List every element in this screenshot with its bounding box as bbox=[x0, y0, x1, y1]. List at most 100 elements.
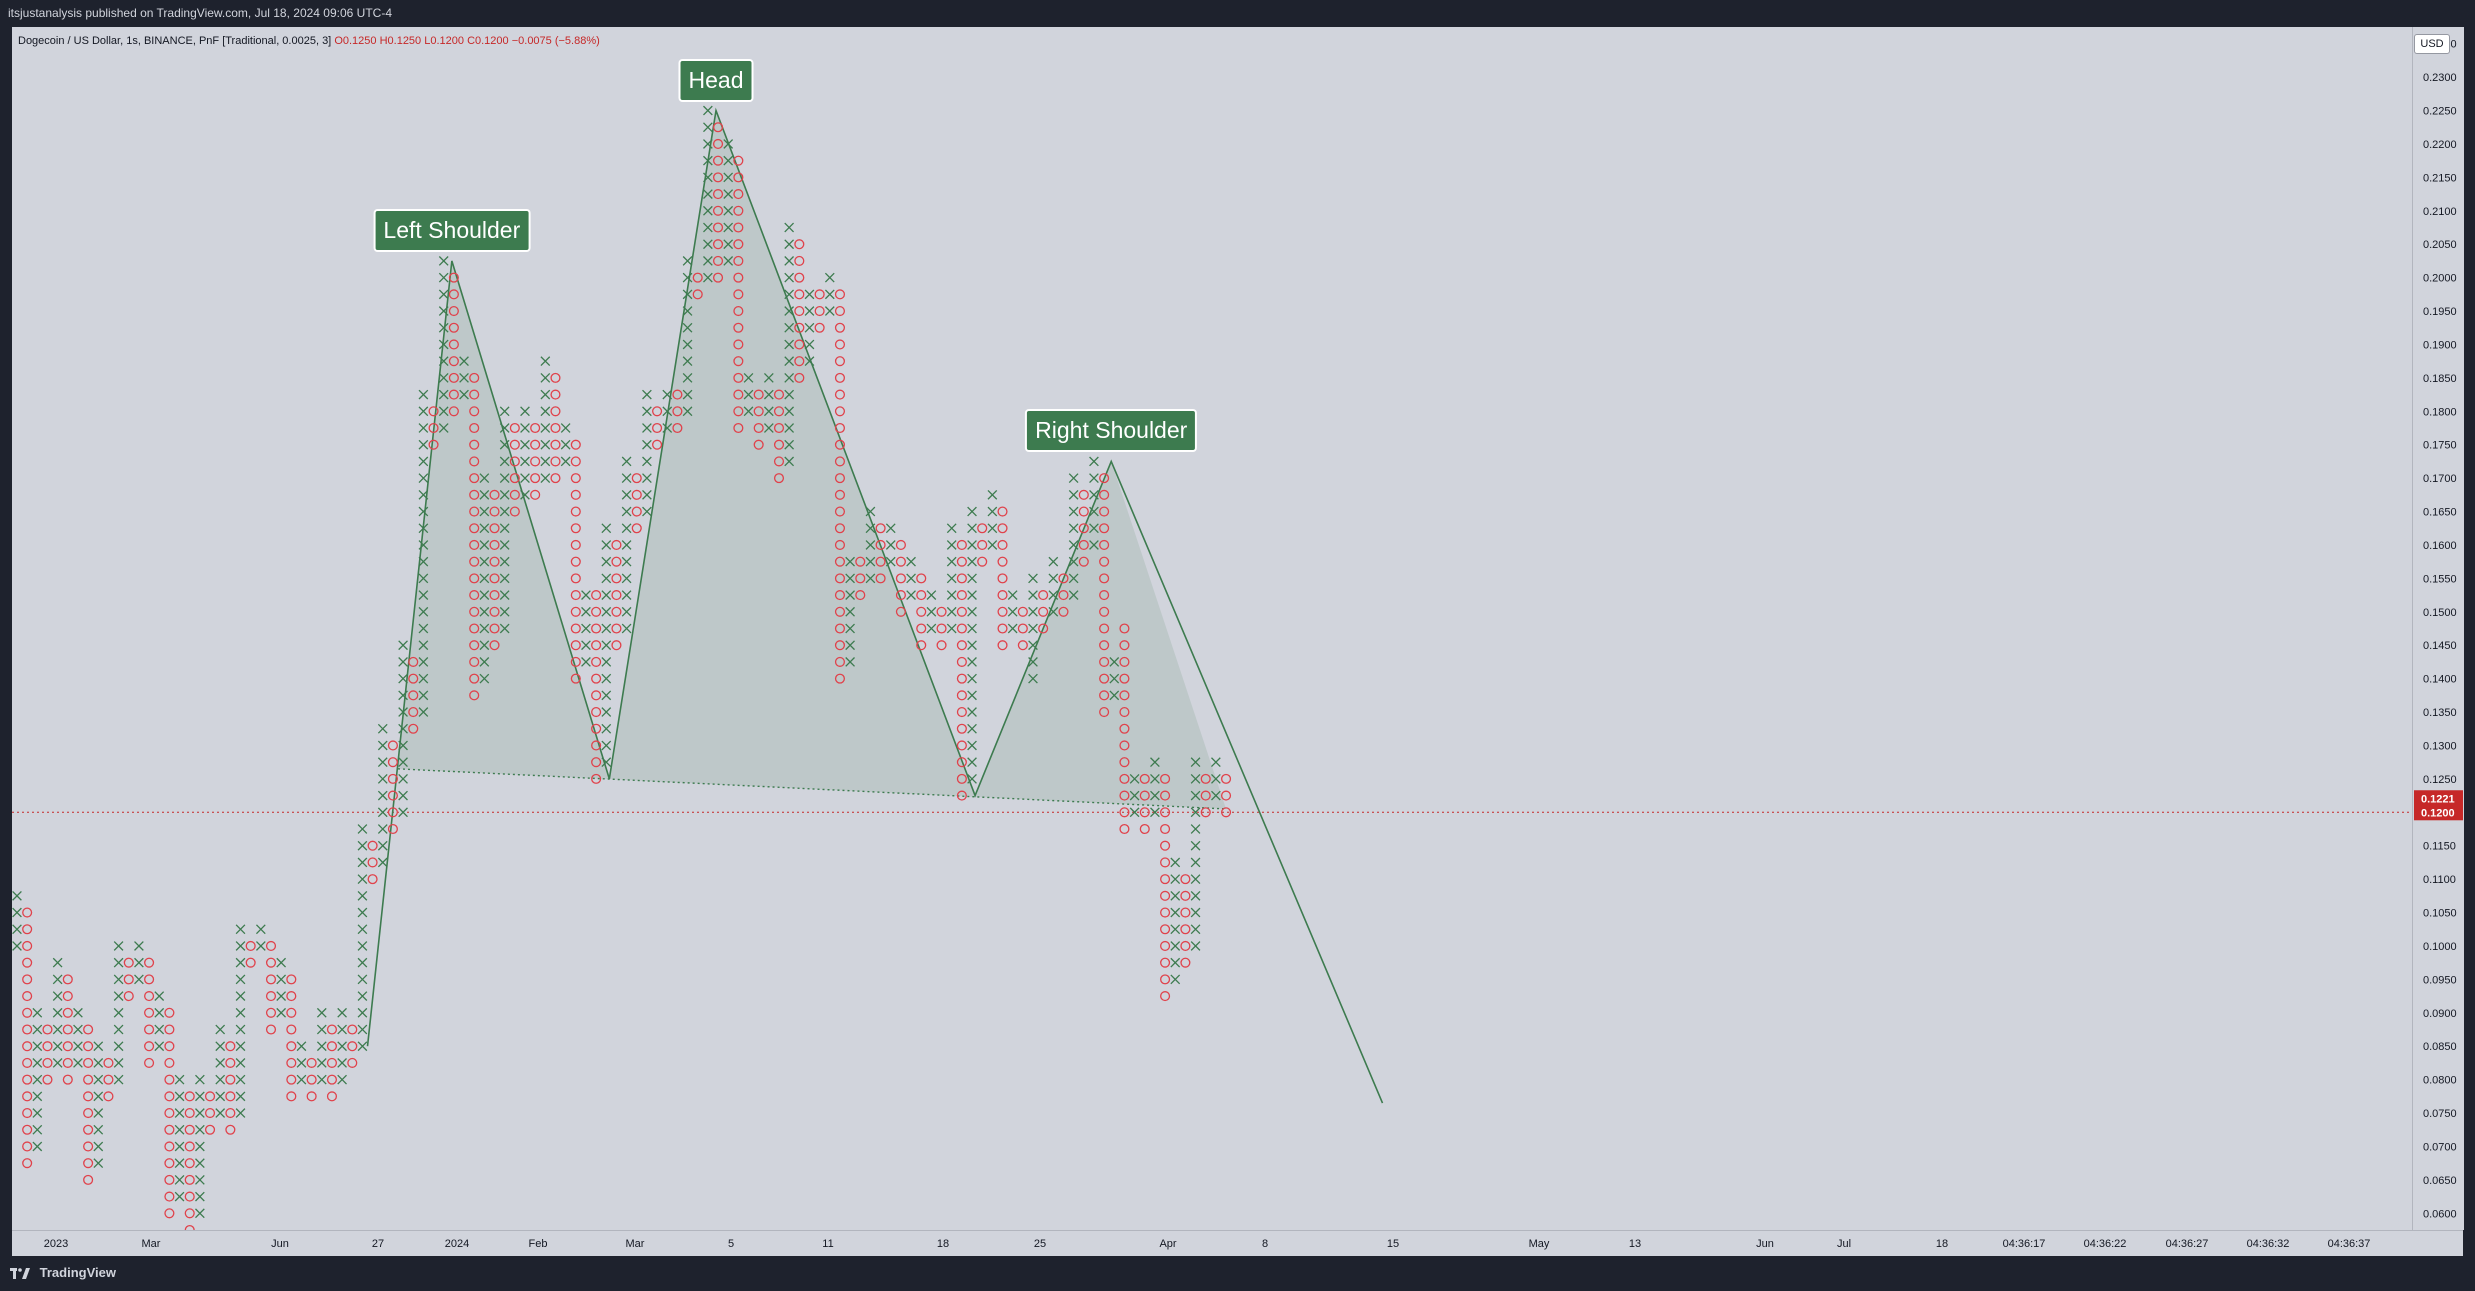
o-box bbox=[144, 1041, 155, 1052]
x-box bbox=[1190, 757, 1201, 768]
o-box bbox=[652, 406, 663, 417]
o-column bbox=[347, 1024, 358, 1068]
x-box bbox=[479, 489, 490, 500]
x-box bbox=[1211, 774, 1221, 784]
x-box bbox=[784, 239, 795, 250]
o-box bbox=[448, 356, 459, 367]
x-column bbox=[703, 105, 713, 283]
o-box bbox=[834, 372, 846, 383]
x-column bbox=[32, 1007, 43, 1152]
o-box bbox=[62, 974, 73, 985]
o-box bbox=[591, 740, 602, 751]
x-box bbox=[784, 389, 795, 400]
x-box bbox=[215, 1108, 226, 1118]
o-box bbox=[83, 1057, 94, 1068]
o-box bbox=[347, 1024, 358, 1035]
x-box bbox=[1048, 590, 1059, 600]
o-box bbox=[733, 356, 744, 367]
o-box bbox=[834, 356, 846, 367]
o-box bbox=[1160, 790, 1171, 801]
x-box bbox=[906, 590, 916, 600]
time-tick-label: Mar bbox=[142, 1238, 161, 1250]
x-box bbox=[418, 707, 429, 717]
o-box bbox=[1180, 940, 1191, 952]
x-box bbox=[1170, 941, 1181, 951]
o-box bbox=[509, 473, 520, 484]
x-box bbox=[499, 473, 510, 483]
o-box bbox=[530, 489, 541, 500]
o-column bbox=[997, 506, 1008, 651]
o-box bbox=[1078, 489, 1089, 500]
x-box bbox=[601, 523, 612, 534]
currency-button[interactable]: USD bbox=[2414, 34, 2450, 54]
x-box bbox=[215, 1091, 226, 1102]
pnf-chart[interactable] bbox=[12, 27, 2412, 1230]
x-column bbox=[479, 473, 490, 684]
o-box bbox=[509, 422, 520, 434]
o-column bbox=[42, 1024, 53, 1085]
x-box bbox=[906, 573, 916, 584]
o-box bbox=[1180, 924, 1191, 935]
o-box bbox=[1099, 673, 1110, 684]
o-box bbox=[1200, 790, 1211, 801]
head-label[interactable]: Head bbox=[678, 58, 754, 102]
x-box bbox=[174, 1124, 185, 1135]
x-box bbox=[763, 423, 774, 433]
o-box bbox=[834, 489, 846, 500]
tradingview-brand[interactable]: TradingView bbox=[10, 1265, 116, 1280]
x-box bbox=[113, 974, 124, 985]
o-box bbox=[1160, 974, 1171, 985]
o-box bbox=[1017, 640, 1028, 651]
price-axis[interactable]: 0.23500.23000.22500.22000.21500.21000.20… bbox=[2412, 27, 2464, 1230]
left-shoulder-label[interactable]: Left Shoulder bbox=[373, 208, 531, 252]
o-column bbox=[895, 539, 906, 617]
time-axis[interactable]: 2023 Mar Jun 27 2024 Feb Mar 5 11 18 25 Apr 8 15 May 13… bbox=[12, 1230, 2463, 1256]
o-box bbox=[916, 606, 927, 617]
x-column bbox=[174, 1074, 185, 1202]
o-box bbox=[367, 874, 378, 885]
x-box bbox=[195, 1175, 205, 1185]
o-box bbox=[1180, 907, 1191, 918]
last-price-badge-text: 0.1221 bbox=[2421, 793, 2455, 805]
o-box bbox=[712, 172, 724, 183]
x-box bbox=[540, 356, 551, 367]
x-box bbox=[32, 1074, 43, 1085]
x-box bbox=[1170, 890, 1181, 901]
x-box bbox=[1089, 540, 1099, 550]
chart-area[interactable]: Dogecoin / US Dollar, 1s, BINANCE, PnF [… bbox=[12, 27, 2412, 1230]
right-shoulder-label[interactable]: Right Shoulder bbox=[1025, 409, 1198, 453]
o-box bbox=[1078, 556, 1089, 567]
x-box bbox=[479, 606, 490, 617]
x-box bbox=[1109, 690, 1120, 701]
x-box bbox=[337, 1074, 347, 1085]
x-box bbox=[946, 573, 957, 584]
o-box bbox=[1119, 823, 1130, 835]
o-box bbox=[712, 239, 724, 250]
x-box bbox=[398, 640, 408, 651]
x-column bbox=[113, 941, 124, 1085]
x-box bbox=[642, 406, 652, 417]
o-box bbox=[1099, 573, 1110, 584]
x-column bbox=[73, 1007, 83, 1068]
o-box bbox=[733, 189, 744, 200]
o-column bbox=[204, 1091, 216, 1135]
o-box bbox=[489, 606, 500, 617]
o-box bbox=[286, 991, 297, 1002]
o-box bbox=[144, 1057, 155, 1068]
x-box bbox=[662, 423, 673, 433]
x-box bbox=[418, 423, 429, 433]
o-box bbox=[1160, 773, 1171, 784]
x-box bbox=[93, 1124, 104, 1135]
o-box bbox=[794, 339, 805, 350]
o-box bbox=[530, 422, 541, 434]
price-tick-label: 0.1800 bbox=[2423, 406, 2457, 418]
x-box bbox=[601, 640, 612, 651]
x-box bbox=[377, 807, 388, 818]
x-box bbox=[1089, 456, 1099, 467]
o-column bbox=[1139, 773, 1150, 835]
x-box bbox=[926, 606, 937, 617]
x-box bbox=[723, 205, 734, 216]
x-box bbox=[357, 824, 368, 834]
price-tick-label: 0.1000 bbox=[2423, 941, 2457, 953]
x-box bbox=[1068, 540, 1079, 550]
